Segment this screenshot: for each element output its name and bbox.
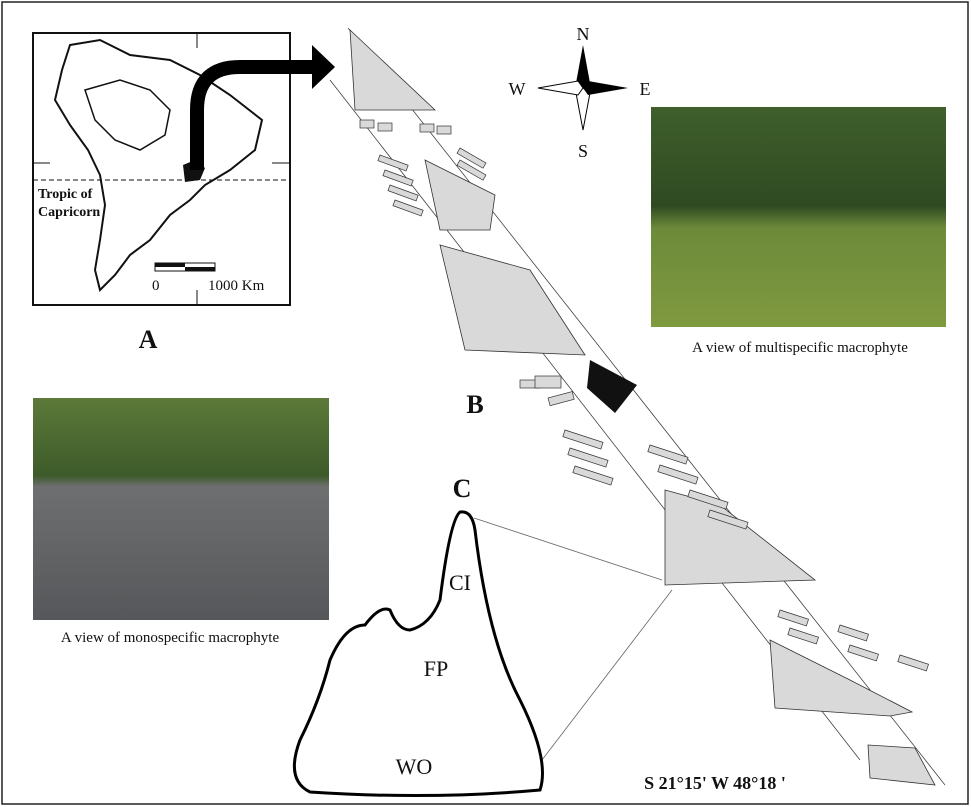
compass-label: W [509, 79, 526, 99]
tank [573, 466, 613, 485]
tank [778, 610, 809, 626]
tank [383, 170, 413, 186]
tank [563, 430, 603, 449]
zoom-line [542, 590, 672, 760]
pond-outline [294, 512, 542, 796]
tank [648, 445, 688, 464]
compass-point [538, 81, 583, 95]
zone-label: WO [396, 754, 433, 779]
coordinates: S 21°15' W 48°18 ' [644, 773, 786, 793]
tank [788, 628, 819, 644]
compass: N W E S [509, 24, 651, 161]
scale-label: 0 [152, 278, 160, 294]
tank [898, 655, 929, 671]
tank [360, 120, 374, 128]
panel-label: C [453, 474, 472, 503]
tank [535, 376, 561, 388]
scale-bar [155, 263, 185, 267]
photo-caption: A view of monospecific macrophyte [61, 630, 280, 646]
compass-label: S [578, 141, 588, 161]
scale-label: 1000 Km [208, 278, 265, 294]
panel-label: B [466, 390, 483, 419]
building [587, 360, 637, 413]
pond [665, 490, 815, 585]
tank [378, 123, 392, 131]
tank [568, 448, 608, 467]
tank [437, 126, 451, 134]
zoom-line [474, 518, 662, 580]
pond [440, 245, 585, 355]
pond [770, 640, 912, 716]
tropic-label: Capricorn [38, 205, 100, 220]
zone-label: CI [449, 570, 471, 595]
tropic-label: Tropic of [38, 187, 93, 202]
figure: Tropic of Capricorn 0 1000 Km A N W E S … [0, 0, 971, 807]
tank [378, 155, 408, 171]
compass-label: N [577, 24, 590, 44]
photo-multispecific [651, 107, 946, 327]
tank [848, 645, 879, 661]
photo-monospecific [33, 398, 329, 620]
pond [868, 745, 935, 785]
tank [838, 625, 869, 641]
compass-point [583, 81, 628, 95]
zone-label: FP [424, 656, 448, 681]
tank [658, 465, 698, 484]
tank [548, 392, 574, 406]
pond [350, 30, 435, 110]
photo-caption: A view of multispecific macrophyte [692, 340, 908, 356]
tank [420, 124, 434, 132]
tank [393, 200, 423, 216]
compass-label: E [640, 79, 651, 99]
scale-bar [185, 267, 215, 271]
panel-label: A [139, 325, 158, 354]
